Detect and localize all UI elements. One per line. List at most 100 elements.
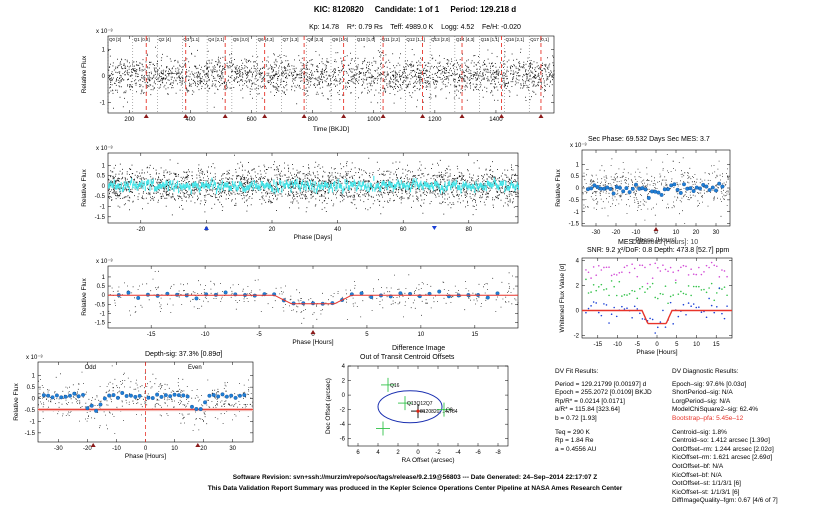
feh-value: Fe/H: -0.020 [482, 24, 521, 31]
secondary-binned-point [688, 186, 693, 191]
rstar-value: R*: 0.79 Rs [346, 24, 383, 31]
odd-even-binned-point [115, 395, 120, 400]
centroid-x-tick-label: 2 [396, 450, 400, 456]
difference-image-title: Difference Image [392, 345, 446, 352]
whitened-magenta-point [641, 264, 644, 267]
whitened-green-point [690, 294, 692, 297]
whitened-green-point [651, 282, 654, 285]
centroid-x-tick-label: 4 [376, 450, 380, 456]
phased_days-x-tick-label: 60 [400, 227, 407, 233]
period-label: Period: 129.218 d [450, 5, 517, 14]
transit-marker [498, 114, 504, 118]
whitened-magenta-point [659, 270, 662, 272]
odd-even-binned-point [85, 406, 90, 411]
phased-hours-binned-point [223, 290, 228, 295]
whitened-green-point [703, 288, 705, 291]
secondary-binned-point [675, 187, 680, 192]
whitened-green-point [710, 282, 713, 285]
secondary-binned-point [589, 186, 594, 191]
whitened-green-point [623, 293, 626, 296]
odd_even-y-label: Relative Flux [13, 382, 20, 420]
whitened-x-label: Phase [Hours] [636, 349, 677, 356]
whitened-green-point [610, 280, 613, 282]
dv-diag-epoch-sig: Epoch–sig: 97.6% [0.03σ] [672, 380, 747, 388]
phased-hours-flux-points [108, 270, 519, 324]
odd-even-binned-point [181, 393, 186, 398]
centroid-y-tick-label: -6 [340, 437, 346, 443]
phased_hours-scale-label: x 10⁻³ [96, 259, 113, 265]
odd-even-binned-point [176, 393, 181, 398]
whitened-magenta-point [710, 261, 713, 264]
odd_even-x-tick-label: 20 [200, 446, 207, 452]
centroid-y-tick-label: -4 [340, 422, 346, 428]
phased_hours-x-tick-label: 10 [418, 332, 425, 338]
phased_hours-y-label: Relative Flux [81, 277, 88, 315]
whitened-magenta-point [723, 270, 726, 272]
odd_even-x-tick-label: -20 [83, 446, 92, 452]
whitened-green-point [674, 281, 677, 284]
whitened-magenta-point [726, 275, 728, 278]
odd_even-x-tick-label: 10 [171, 446, 178, 452]
quarter-label: Q12 [1,1] [406, 37, 425, 42]
dv-diag-image-quality: DiffImageQuality–fgm: 0.67 [4/6 of 7] [672, 497, 778, 505]
odd-even-binned-point [94, 408, 99, 413]
whitened-green-point [713, 299, 716, 302]
secondary-binned-point [694, 185, 699, 190]
whitened-green-point [618, 280, 621, 283]
whitened-magenta-point [656, 266, 659, 269]
full_lc-x-tick-label: 200 [124, 117, 135, 123]
whitened-magenta-point [662, 264, 664, 266]
whitened-magenta-point [633, 267, 636, 270]
whitened-magenta-point [636, 275, 639, 278]
secondary-binned-point [707, 188, 712, 192]
footer-software: Software Revision: svn+ssh://murzim/repo… [232, 474, 598, 481]
whitened-blue-point [708, 297, 710, 300]
whitened-green-point [672, 294, 674, 296]
centroid-point-label: Q13Q12Q7 [407, 401, 433, 407]
phased_hours-y-tick-label: 0.5 [97, 284, 106, 290]
whitened-green-point [708, 287, 710, 289]
whitened-green-point [664, 285, 667, 287]
whitened-magenta-point [590, 277, 592, 279]
phased_hours-frame [107, 265, 519, 329]
secondary-x-tick-label: 20 [693, 230, 700, 236]
whitened-green-point [626, 294, 628, 296]
whitened-magenta-point [651, 277, 654, 279]
whitened-green-point [585, 278, 587, 281]
whitened-green-point [656, 297, 659, 300]
footer-credit: This Data Validation Report Summary was … [207, 485, 623, 492]
secondary-y-tick-label: 0 [576, 186, 580, 192]
whitened-x-tick-label: 0 [655, 342, 659, 348]
whitened-green-point [700, 289, 703, 291]
odd-even-binned-point [133, 394, 138, 399]
secondary-title: Sec Phase: 69.532 Days Sec MES: 3.7 [588, 136, 710, 143]
dv-fit-b: b = 0.72 [1.93] [555, 414, 597, 422]
whitened-green-point [587, 292, 590, 294]
dv-fit-rp: Rp = 1.84 Re [555, 437, 594, 445]
dv-fit-title: DV Fit Results: [555, 368, 599, 375]
odd_even-y-tick-label: -0.5 [25, 408, 36, 414]
whitened-green-point [631, 289, 633, 292]
secondary-binned-point [669, 183, 674, 188]
whitened-green-point [621, 295, 623, 297]
report-header: KIC: 8120820 Candidate: 1 of 1 Period: 1… [0, 5, 830, 14]
secondary-x-tick-label: -30 [592, 230, 601, 236]
whitened-blue-point [608, 322, 610, 324]
whitened-blue-point [692, 303, 695, 305]
whitened-green-point [669, 295, 672, 298]
whitened-blue-point [631, 316, 633, 319]
dv-diag-title: DV Diagnostic Results: [672, 368, 739, 375]
dv-fit-rp-rstar: Rp/R* = 0.0214 [0.0171] [555, 397, 625, 405]
odd-even-binned-point [216, 394, 221, 399]
phased_hours-x-tick-label: 15 [471, 332, 478, 338]
whitened-y-tick-label: 0 [576, 309, 580, 315]
whitened-green-point [600, 283, 603, 286]
odd_even-x-tick-label: -30 [54, 446, 63, 452]
full_lc-y-tick-label: -1 [100, 100, 106, 106]
whitened-blue-point [587, 307, 590, 310]
whitened-magenta-point [695, 273, 698, 276]
dv-diag-kic-bf: KicOffset–bf: N/A [672, 471, 722, 479]
secondary-binned-point [720, 184, 725, 189]
odd_even-scale-label: x 10⁻³ [26, 355, 43, 361]
